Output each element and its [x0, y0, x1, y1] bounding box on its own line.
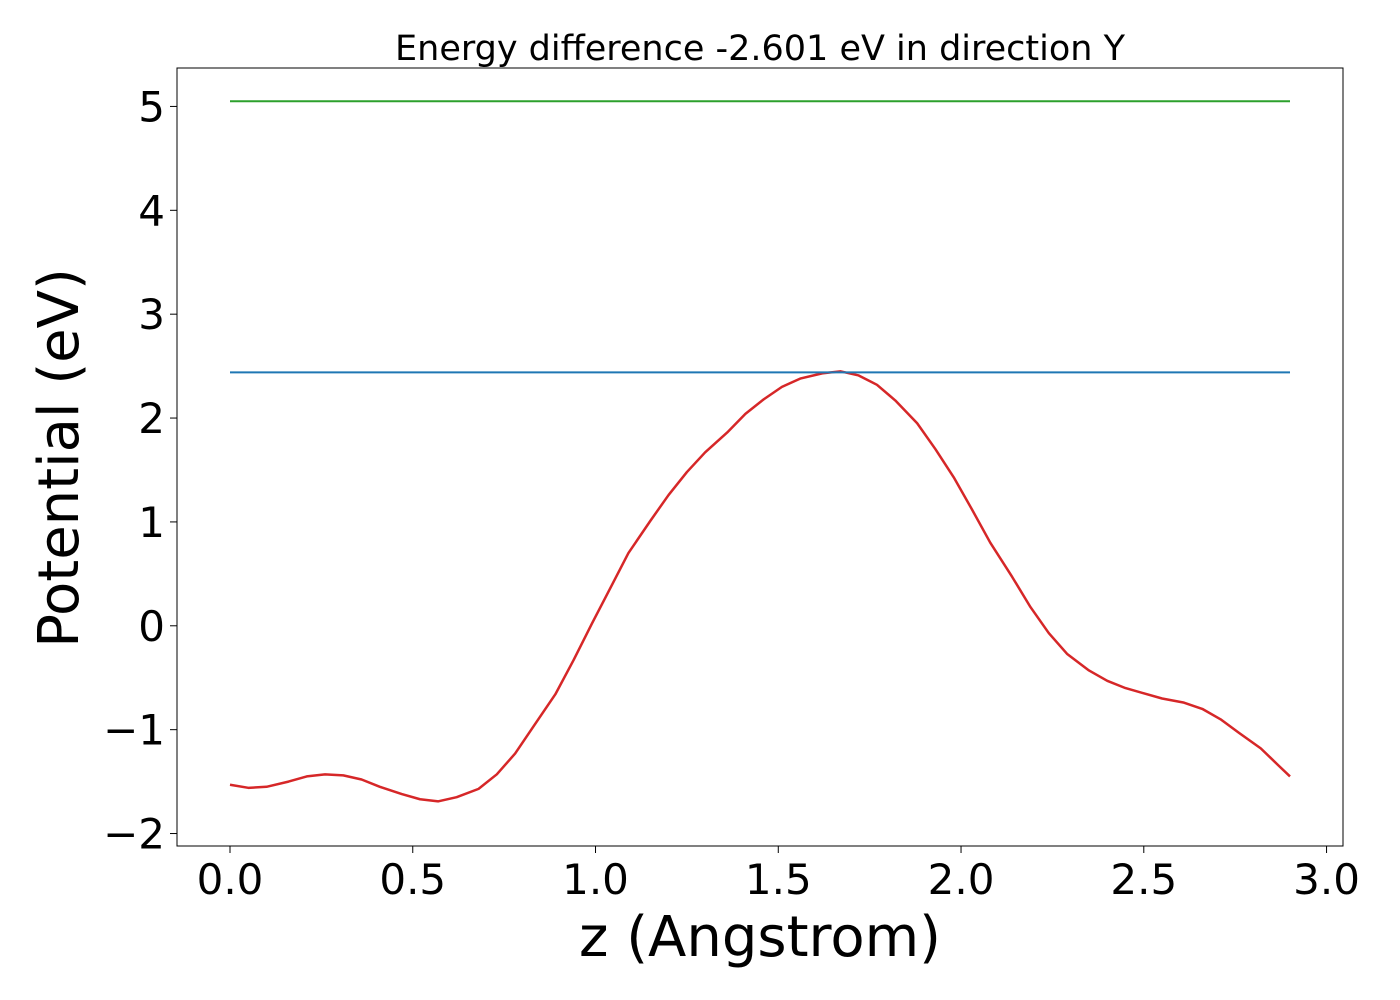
chart-title: Energy difference -2.601 eV in direction… — [395, 29, 1126, 69]
y-axis-label: Potential (eV) — [27, 268, 92, 648]
y-tick-label: 0 — [138, 602, 165, 651]
x-tick-label: 2.0 — [928, 855, 995, 904]
y-tick-label: 2 — [138, 394, 165, 443]
plot-area: 0.0 0.5 1.0 1.5 2.0 2.5 3.0 −2 −1 0 1 2 3 4 5 — [103, 67, 1360, 904]
x-tick-label: 1.0 — [562, 855, 629, 904]
y-axis: −2 −1 0 1 2 3 4 5 — [103, 82, 177, 859]
y-tick-label: 4 — [138, 186, 165, 235]
potential-curve — [229, 370, 1291, 803]
y-tick-label: −2 — [103, 810, 165, 859]
y-tick-label: −1 — [103, 706, 165, 755]
series-layer — [229, 100, 1291, 803]
y-tick-label: 3 — [138, 290, 165, 339]
x-axis-label: z (Angstrom) — [579, 905, 941, 970]
y-tick-label: 1 — [138, 498, 165, 547]
x-axis: 0.0 0.5 1.0 1.5 2.0 2.5 3.0 — [197, 846, 1360, 904]
x-tick-label: 1.5 — [745, 855, 812, 904]
x-tick-label: 3.0 — [1293, 855, 1360, 904]
x-tick-label: 0.0 — [197, 855, 264, 904]
x-tick-label: 2.5 — [1110, 855, 1177, 904]
y-tick-label: 5 — [138, 82, 165, 131]
axes-frame — [176, 67, 1344, 847]
x-tick-label: 0.5 — [379, 855, 446, 904]
